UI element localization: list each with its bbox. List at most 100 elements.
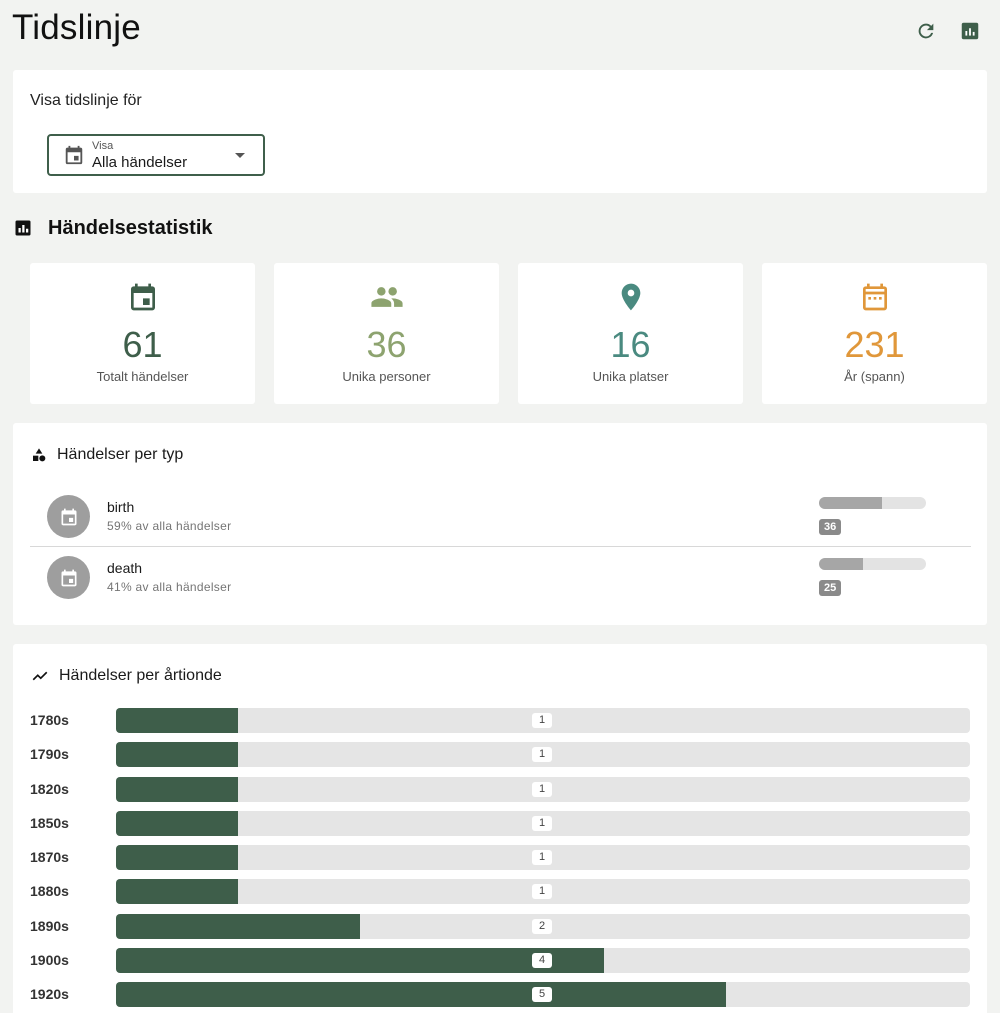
events-per-type-header: Händelser per typ [31,445,183,465]
stat-value: 16 [610,324,651,365]
count-badge: 1 [532,850,552,865]
events-per-decade-header: Händelser per årtionde [31,666,222,686]
decade-bar-fill [116,879,238,905]
decade-bar-fill [116,913,360,939]
decade-row: 1920s 5 [30,982,970,1007]
decade-label: 1870s [30,849,69,865]
decade-bar-fill [116,742,238,768]
stat-label: Unika platser [592,369,669,384]
bar-chart-icon [961,22,979,40]
events-per-decade-card: Händelser per årtionde 1780s 1 1790s 1 1820s… [13,644,987,1013]
decade-row: 1780s 1 [30,708,970,733]
decade-label: 1880s [30,883,69,900]
event-type-share: 41% av alla händelser [107,580,232,594]
decade-bar: 5 [116,982,970,1007]
event-type-progress [819,558,926,570]
calendar-event-icon [61,569,76,586]
decade-bar-fill [116,947,604,973]
progress-fill [819,497,883,509]
stat-card-unique-persons: 36 Unika personer [274,263,499,404]
decade-bar: 2 [116,913,970,939]
count-badge: 1 [532,884,552,900]
event-type-share: 59% av alla händelser [107,519,232,533]
statistics-title: Händelsestatistik [48,216,213,239]
avatar [47,556,90,599]
trend-line-icon [32,671,48,681]
decade-bar: 1 [116,708,970,733]
decade-bar: 1 [116,845,970,870]
decade-row: 1900s 4 [30,947,970,973]
events-per-type-card: Händelser per typ birth 59% av alla händ… [13,423,987,625]
decade-bar: 1 [116,776,970,802]
count-badge: 25 [819,580,842,596]
decade-bar: 1 [116,879,970,905]
calendar-icon [63,144,85,171]
count-badge: 2 [532,918,552,934]
decade-bar-fill [116,708,238,733]
decade-bar: 4 [116,947,970,973]
event-type-progress [819,497,926,509]
bar-chart-icon [15,220,31,236]
select-floating-label: Visa [92,140,114,152]
location-pin-icon [518,281,743,313]
count-badge: 1 [532,815,552,831]
decade-label: 1850s [30,814,69,831]
decade-bar-fill [116,810,238,836]
avatar [47,495,90,538]
events-per-decade-title: Händelser per årtionde [59,667,222,684]
stat-card-unique-places: 16 Unika platser [518,263,743,404]
list-item[interactable]: birth 59% av alla händelser 36 [30,487,971,547]
refresh-button[interactable] [913,18,939,44]
stat-value: 36 [366,324,407,365]
event-filter-select[interactable]: Visa Alla händelser [47,134,265,176]
decade-bar-fill [116,982,726,1007]
decade-row: 1850s 1 [30,810,970,836]
list-item[interactable]: death 41% av alla händelser 25 [30,548,971,608]
refresh-icon [918,23,934,39]
calendar-range-icon [762,281,987,313]
decade-row: 1790s 1 [30,742,970,768]
decade-row: 1880s 1 [30,879,970,905]
calendar-event-icon [61,508,76,525]
stat-label: Unika personer [342,369,431,384]
count-badge: 36 [819,519,842,535]
decade-bar: 1 [116,742,970,768]
select-value: Alla händelser [92,154,188,171]
count-badge: 5 [532,987,552,1002]
page-header: Tidslinje [12,8,988,52]
shapes-icon [33,448,46,462]
stat-value: 61 [122,324,163,365]
events-per-type-title: Händelser per typ [57,446,184,463]
stat-value: 231 [844,324,905,365]
decade-label: 1920s [30,986,69,1002]
page-title: Tidslinje [12,8,141,47]
calendar-event-icon [30,281,255,313]
decade-bar-fill [116,776,238,802]
count-badge: 4 [532,952,552,968]
count-badge: 1 [532,781,552,797]
decade-label: 1820s [30,780,69,797]
decade-bar: 1 [116,810,970,836]
stat-label: År (spann) [844,369,905,384]
progress-fill [819,558,863,570]
stat-label: Totalt händelser [96,369,189,384]
statistics-button[interactable] [957,18,983,44]
filter-label: Visa tidslinje för [30,92,142,109]
decade-label: 1900s [30,951,69,968]
stat-card-year-span: 231 År (spann) [762,263,987,404]
event-type-name: death [107,560,143,576]
stat-card-total-events: 61 Totalt händelser [30,263,255,404]
event-type-name: birth [107,499,135,515]
decade-label: 1780s [30,712,69,728]
filter-card: Visa tidslinje för Visa Alla händelser [13,70,987,193]
decade-bar-fill [116,845,238,870]
decade-row: 1890s 2 [30,913,970,939]
count-badge: 1 [532,713,552,728]
chevron-down-icon [235,153,245,158]
decade-row: 1820s 1 [30,776,970,802]
decade-row: 1870s 1 [30,845,970,870]
count-badge: 1 [532,747,552,763]
decade-label: 1790s [30,746,69,763]
people-icon [274,281,499,313]
statistics-heading: Händelsestatistik [14,216,213,240]
